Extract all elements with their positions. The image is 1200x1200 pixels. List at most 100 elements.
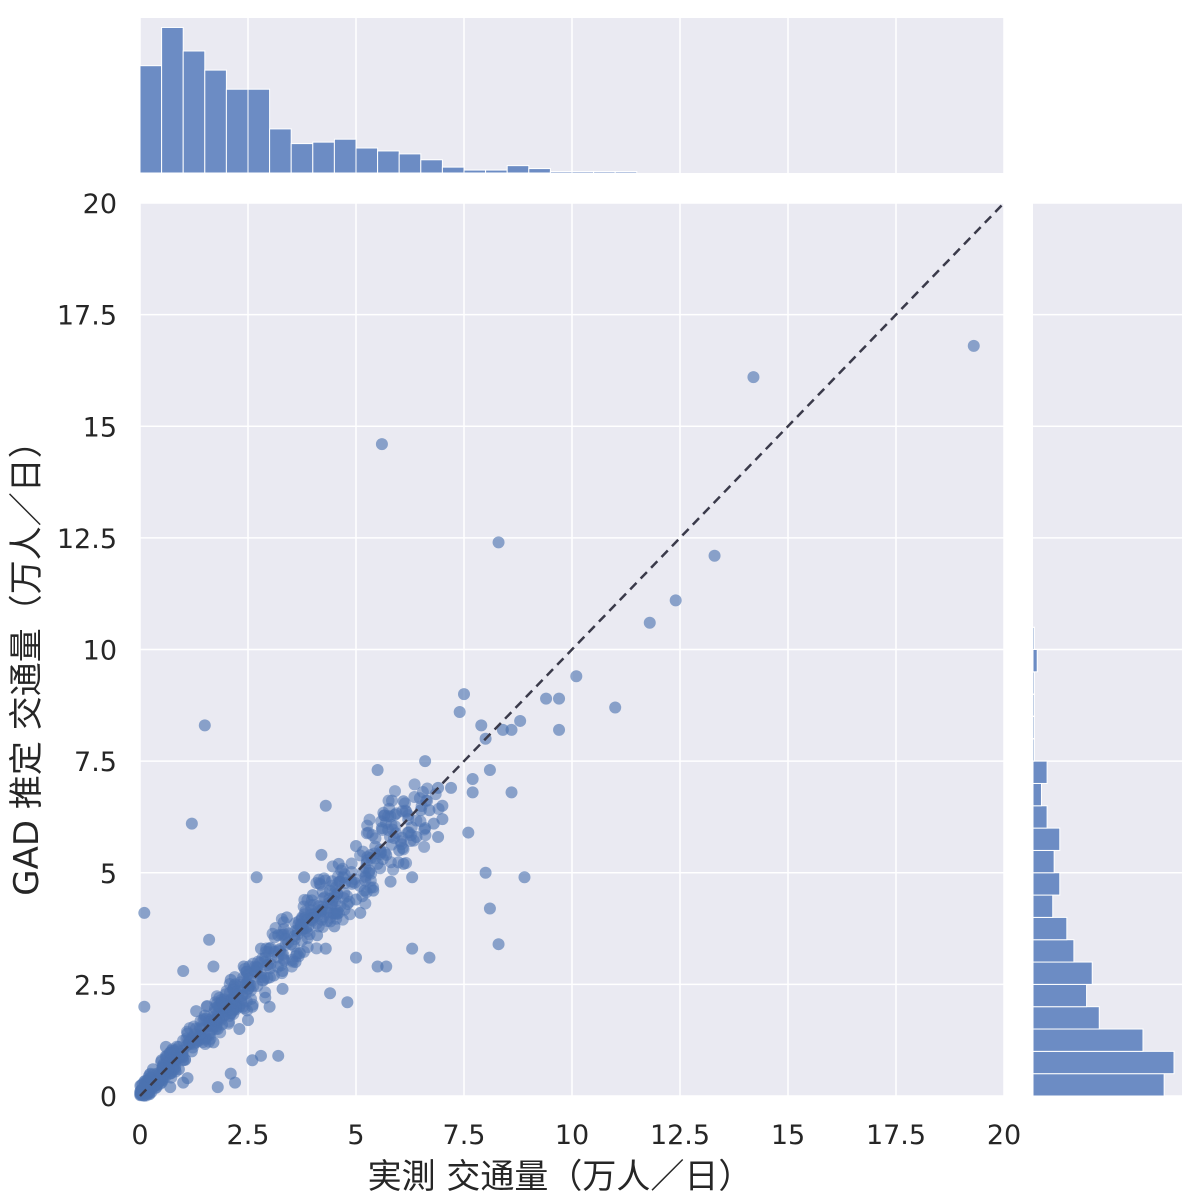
data-point (203, 933, 216, 946)
data-point (553, 692, 566, 705)
data-point (298, 871, 311, 884)
x-histogram-bar (614, 171, 638, 174)
data-point (421, 782, 434, 795)
data-point (423, 951, 436, 964)
y-tick-label: 12.5 (57, 524, 117, 555)
y-histogram-bar (1032, 939, 1075, 963)
data-point (252, 955, 265, 968)
data-point (315, 848, 328, 861)
x-histogram-bar (355, 147, 379, 174)
data-point (406, 871, 419, 884)
data-point (268, 931, 281, 944)
y-histogram-bar (1032, 805, 1048, 829)
data-point (190, 1034, 203, 1047)
y-histogram-bar (1032, 782, 1042, 807)
x-axis-title: 実測 交通量（万人／日） (368, 1157, 753, 1197)
data-point (492, 938, 505, 951)
data-point (256, 974, 269, 987)
y-histogram-bar (1032, 916, 1068, 941)
data-point (414, 815, 427, 828)
data-point (207, 960, 220, 973)
data-point (310, 942, 323, 955)
data-point (371, 960, 384, 973)
data-point (177, 1076, 190, 1089)
data-point (399, 804, 412, 817)
data-point (345, 857, 358, 870)
x-histogram-bar (420, 159, 443, 174)
data-point (275, 913, 288, 926)
x-tick-label: 20 (987, 1120, 1021, 1151)
y-tick-label: 17.5 (57, 301, 117, 332)
x-histogram-bar (269, 128, 292, 174)
data-point (359, 897, 372, 910)
y-tick-label: 2.5 (74, 970, 117, 1001)
x-tick-label: 5 (347, 1120, 364, 1151)
y-histogram-bar (1032, 715, 1035, 740)
data-point (250, 871, 263, 884)
data-point (356, 845, 369, 858)
data-point (375, 438, 388, 451)
data-point (263, 1000, 276, 1013)
data-point (318, 891, 331, 904)
data-point (295, 919, 308, 932)
data-point (326, 860, 339, 873)
x-tick-label: 15 (771, 1120, 805, 1151)
data-point (138, 1000, 151, 1013)
y-histogram-bar (1032, 649, 1038, 673)
data-point (275, 967, 288, 980)
data-point (354, 906, 367, 919)
data-point (518, 871, 531, 884)
data-point (229, 1076, 242, 1089)
data-point (137, 1081, 150, 1094)
y-tick-label: 5 (100, 859, 117, 890)
y-histogram-bar (1032, 626, 1035, 650)
data-point (967, 339, 980, 352)
y-histogram-bar (1032, 693, 1035, 717)
data-point (199, 1037, 212, 1050)
x-histogram-bar (571, 171, 595, 174)
data-point (466, 786, 479, 799)
y-histogram-bar (1032, 1028, 1144, 1052)
data-point (209, 1022, 222, 1035)
data-point (514, 714, 527, 727)
data-point (496, 723, 509, 736)
y-histogram-bar (1032, 738, 1035, 762)
x-histogram-bar (398, 153, 422, 174)
data-point (194, 1014, 207, 1027)
x-histogram-bar (441, 166, 465, 174)
x-histogram-bar (593, 171, 616, 174)
y-tick-label: 0 (100, 1082, 117, 1113)
data-point (324, 987, 337, 1000)
data-point (314, 878, 327, 891)
data-point (492, 536, 505, 549)
data-point (272, 944, 285, 957)
x-histogram-bar (506, 165, 530, 174)
data-point (246, 1054, 259, 1067)
data-point (177, 964, 190, 977)
data-point (388, 785, 401, 798)
data-point (708, 549, 721, 562)
data-point (747, 371, 760, 384)
data-point (479, 866, 492, 879)
data-point (285, 954, 298, 967)
data-point (377, 806, 390, 819)
y-histogram-bar (1032, 827, 1061, 851)
data-point (348, 876, 361, 889)
y-histogram-bar (1032, 983, 1088, 1008)
data-point (483, 902, 496, 915)
data-point (259, 945, 272, 958)
x-histogram-bar (204, 69, 227, 174)
data-point (419, 829, 432, 842)
data-point (408, 778, 421, 791)
x-tick-label: 2.5 (227, 1120, 270, 1151)
data-point (432, 802, 445, 815)
data-point (142, 1070, 155, 1083)
x-histogram-bar (312, 141, 335, 174)
data-point (406, 942, 419, 955)
y-histogram-bar (1032, 1073, 1165, 1097)
data-point (224, 1067, 237, 1080)
y-histogram-bar (1032, 760, 1048, 784)
y-histogram-bar (1032, 1006, 1100, 1030)
data-point (248, 964, 261, 977)
